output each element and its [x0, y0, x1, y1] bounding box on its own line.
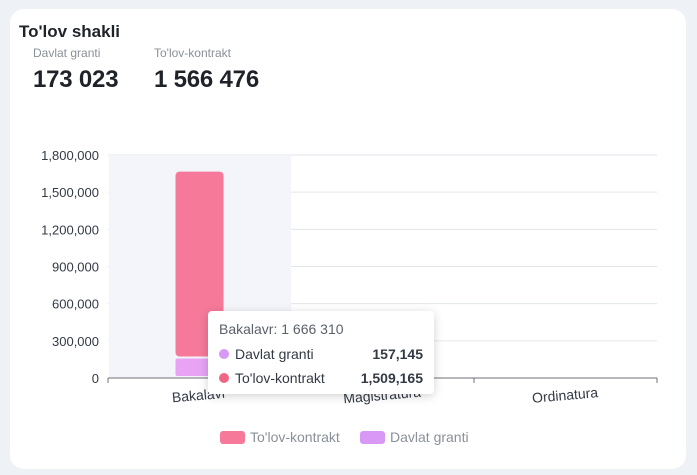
- tooltip-dot-tolov-kontrakt: [219, 373, 229, 383]
- tooltip-series-name: Davlat granti: [235, 346, 314, 362]
- tooltip-row-davlat-granti: Davlat granti 157,145: [219, 344, 423, 362]
- tooltip-dot-davlat-granti: [219, 349, 229, 359]
- card-title: To'lov shakli: [19, 22, 121, 41]
- chart-tooltip: Bakalavr: 1 666 310 Davlat granti 157,14…: [208, 311, 434, 394]
- legend-label: Davlat granti: [390, 429, 469, 445]
- legend-swatch: [360, 431, 385, 444]
- tooltip-series-name: To'lov-kontrakt: [235, 370, 325, 386]
- tooltip-series-value: 157,145: [372, 346, 423, 362]
- y-tick-label: 300,000: [52, 334, 99, 349]
- tooltip-row-tolov-kontrakt: To'lov-kontrakt 1,509,165: [219, 368, 423, 386]
- bar-bakalavr-to-lov-kontrakt[interactable]: [175, 171, 224, 357]
- legend-swatch: [220, 431, 245, 444]
- stat-value-davlat-granti: 173 023: [33, 66, 119, 93]
- y-tick-label: 600,000: [52, 297, 99, 312]
- y-tick-label: 900,000: [52, 260, 99, 275]
- stat-label-tolov-kontrakt: To'lov-kontrakt: [154, 46, 231, 60]
- x-category-label: Ordinatura: [531, 384, 599, 406]
- legend-label: To'lov-kontrakt: [250, 429, 340, 445]
- y-tick-label: 1,800,000: [41, 148, 99, 163]
- stat-label-davlat-granti: Davlat granti: [33, 46, 101, 60]
- tooltip-title: Bakalavr: 1 666 310: [219, 321, 344, 337]
- y-tick-label: 0: [92, 371, 99, 386]
- y-tick-label: 1,500,000: [41, 185, 99, 200]
- stat-value-tolov-kontrakt: 1 566 476: [154, 66, 259, 93]
- tooltip-series-value: 1,509,165: [360, 370, 423, 386]
- axis-labels: 0 300,000 600,000 900,000 1,200,000 1,500,000…: [41, 148, 599, 406]
- y-tick-label: 1,200,000: [41, 222, 99, 237]
